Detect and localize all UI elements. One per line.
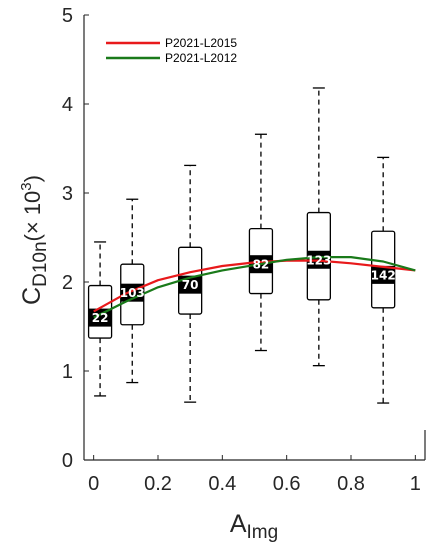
- box-count-label: 142: [371, 268, 396, 282]
- y-tick-label: 5: [62, 5, 73, 27]
- box-count-label: 70: [182, 278, 199, 292]
- legend-label-series-2: P2021-L2012: [165, 51, 237, 65]
- y-axis-title-unit-close: ): [20, 175, 45, 182]
- x-axis-title-main: A: [230, 510, 247, 538]
- series-line-2: [93, 256, 416, 319]
- x-tick-label: 0.8: [337, 473, 365, 495]
- y-axis-title-exponent: 3: [18, 182, 35, 190]
- y-tick-label: 1: [62, 361, 73, 383]
- x-tick-label: 0: [88, 473, 99, 495]
- legend-label-series-1: P2021-L2015: [165, 36, 237, 50]
- y-tick-label: 3: [62, 183, 73, 205]
- x-axis-title-sub: Img: [247, 522, 279, 543]
- x-tick-label: 0.6: [273, 473, 301, 495]
- box-count-label: 82: [253, 258, 270, 272]
- box-count-label: 22: [92, 311, 109, 325]
- series-line-1: [93, 259, 416, 313]
- y-axis-title-unit: (× 10: [20, 191, 45, 242]
- box-median-band: [371, 265, 395, 284]
- x-tick-label: 0.2: [144, 473, 172, 495]
- y-tick-label: 4: [62, 94, 73, 116]
- y-axis-title-sub: D10n: [30, 241, 51, 286]
- y-tick-label: 0: [62, 450, 73, 472]
- box-count-label: 123: [306, 253, 331, 267]
- y-axis-title: CD10n(× 103): [18, 175, 51, 305]
- y-axis-title-main: C: [18, 287, 46, 305]
- x-axis-title: AImg: [230, 510, 278, 543]
- box-median-band: [88, 308, 112, 327]
- box-count-label: 103: [120, 286, 145, 300]
- legend: P2021-L2015 P2021-L2012: [106, 36, 237, 65]
- x-tick-label: 1: [410, 473, 421, 495]
- y-tick-label: 2: [62, 272, 73, 294]
- x-tick-label: 0.4: [208, 473, 236, 495]
